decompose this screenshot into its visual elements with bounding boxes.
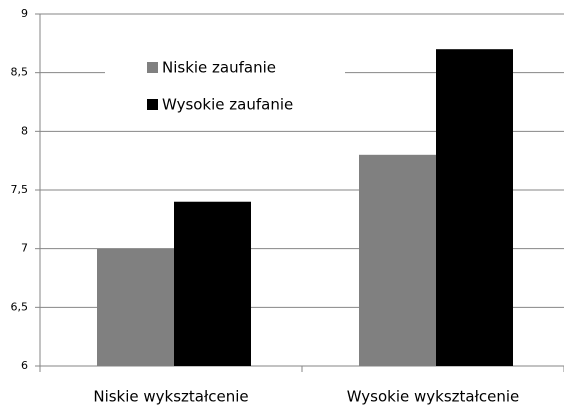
y-tick-label: 9 (21, 7, 28, 20)
bar (97, 248, 174, 366)
x-tick-label: Niskie wykształcenie (93, 388, 248, 406)
bar (436, 49, 513, 366)
legend-label: Niskie zaufanie (162, 59, 276, 77)
y-tick-label: 6,5 (11, 300, 29, 313)
x-tick-label: Wysokie wykształcenie (347, 388, 520, 406)
y-tick-label: 6 (21, 359, 28, 372)
legend-swatch (147, 62, 158, 73)
y-tick-label: 8,5 (11, 66, 29, 79)
y-tick-label: 8 (21, 124, 28, 137)
bar (359, 154, 436, 366)
legend-box (105, 50, 345, 120)
y-tick-label: 7,5 (11, 183, 29, 196)
y-tick-label: 7 (21, 242, 28, 255)
legend-swatch (147, 99, 158, 110)
legend-label: Wysokie zaufanie (162, 96, 293, 114)
bar (174, 201, 251, 366)
